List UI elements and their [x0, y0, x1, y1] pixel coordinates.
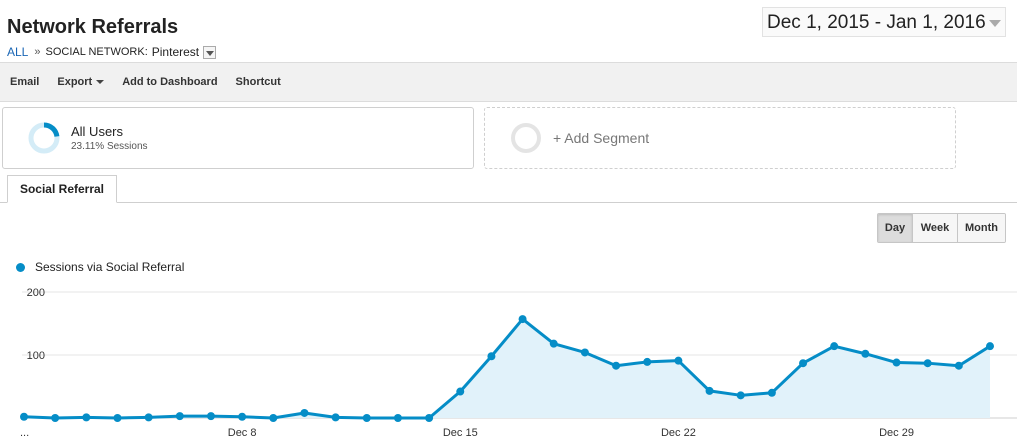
report-toolbar: Email Export Add to Dashboard Shortcut: [0, 62, 1017, 102]
page-title: Network Referrals: [7, 16, 179, 38]
data-point: [518, 315, 527, 324]
add-to-dashboard-button[interactable]: Add to Dashboard: [122, 76, 217, 88]
data-point: [736, 391, 745, 400]
email-button-label: Email: [10, 76, 40, 88]
data-point: [549, 339, 558, 348]
breadcrumb-all-link[interactable]: ALL: [7, 45, 29, 59]
shortcut-button-label: Shortcut: [235, 76, 281, 88]
shortcut-button[interactable]: Shortcut: [236, 76, 281, 88]
caret-down-icon: [96, 80, 105, 84]
email-button[interactable]: Email: [10, 76, 39, 88]
x-tick-label: Dec 15: [443, 427, 478, 439]
add-segment-label: + Add Segment: [553, 130, 650, 146]
add-to-dashboard-label: Add to Dashboard: [122, 76, 218, 88]
report-header: Network Referrals ALL » SOCIAL NETWORK: …: [0, 0, 1017, 62]
breadcrumb: ALL » SOCIAL NETWORK: Pinterest: [7, 45, 217, 59]
data-point: [300, 408, 309, 417]
segment-all-users[interactable]: All Users 23.11% Sessions: [2, 107, 474, 169]
data-point: [206, 412, 215, 421]
date-range-text: Dec 1, 2015 - Jan 1, 2016: [767, 12, 986, 33]
data-point: [612, 361, 621, 370]
data-point: [456, 387, 465, 396]
month-button[interactable]: Month: [957, 214, 1005, 242]
y-tick-label: 100: [27, 350, 45, 362]
data-point: [51, 414, 60, 422]
data-point: [487, 352, 496, 361]
y-tick-label: 200: [27, 287, 45, 299]
data-point: [144, 413, 153, 422]
data-point: [830, 342, 839, 351]
data-point: [643, 357, 652, 366]
legend-series-label: Sessions via Social Referral: [35, 260, 185, 274]
data-point: [175, 412, 184, 421]
series-line: [23, 317, 991, 420]
data-point: [705, 386, 714, 395]
data-point: [892, 358, 901, 367]
data-point: [425, 414, 434, 422]
data-point: [767, 388, 776, 397]
data-point: [20, 412, 28, 421]
data-point: [861, 349, 870, 358]
data-point: [674, 356, 683, 365]
data-point: [269, 414, 278, 422]
x-tick-label: Dec 8: [228, 427, 257, 439]
granularity-toggle: Day Week Month: [877, 213, 1006, 243]
data-point: [923, 359, 932, 368]
empty-segment-circle-icon: [511, 123, 541, 153]
segment-sessions-share: 23.11% Sessions: [71, 141, 148, 152]
tab-bar-divider: [0, 202, 1017, 203]
breadcrumb-dimension-label: SOCIAL NETWORK:: [45, 46, 148, 58]
date-range-picker[interactable]: Dec 1, 2015 - Jan 1, 2016: [762, 7, 1006, 37]
segment-donut-icon: [28, 122, 60, 154]
breadcrumb-separator: »: [34, 46, 41, 58]
breadcrumb-dimension-value: Pinterest: [151, 45, 200, 59]
tab-social-referral-label: Social Referral: [19, 182, 105, 196]
data-point: [113, 414, 122, 422]
data-point: [393, 414, 402, 422]
export-button-label: Export: [57, 76, 93, 88]
tab-social-referral[interactable]: Social Referral: [7, 175, 117, 203]
x-tick-label: Dec 29: [879, 427, 914, 439]
series-area: [24, 319, 990, 418]
data-point: [799, 359, 808, 368]
data-point: [954, 361, 963, 370]
add-segment-button[interactable]: + Add Segment: [484, 107, 956, 169]
data-point: [331, 413, 340, 422]
x-tick-label: ...: [20, 427, 29, 439]
dimension-dropdown-icon[interactable]: [203, 45, 217, 59]
data-point: [986, 342, 994, 351]
day-button[interactable]: Day: [878, 214, 912, 242]
data-point: [82, 413, 91, 422]
segment-name: All Users: [71, 124, 124, 139]
legend-marker-icon: [16, 262, 25, 272]
week-button[interactable]: Week: [912, 214, 957, 242]
data-point: [362, 414, 371, 422]
x-tick-label: Dec 22: [661, 427, 696, 439]
data-point: [238, 412, 247, 421]
chevron-down-icon: [989, 20, 1001, 27]
data-point: [580, 348, 589, 357]
chart-legend: Sessions via Social Referral: [16, 260, 184, 274]
sessions-chart: 100 200... Dec 8 Dec 15 Dec 22 Dec 29: [20, 287, 1017, 439]
export-button[interactable]: Export: [57, 76, 105, 88]
